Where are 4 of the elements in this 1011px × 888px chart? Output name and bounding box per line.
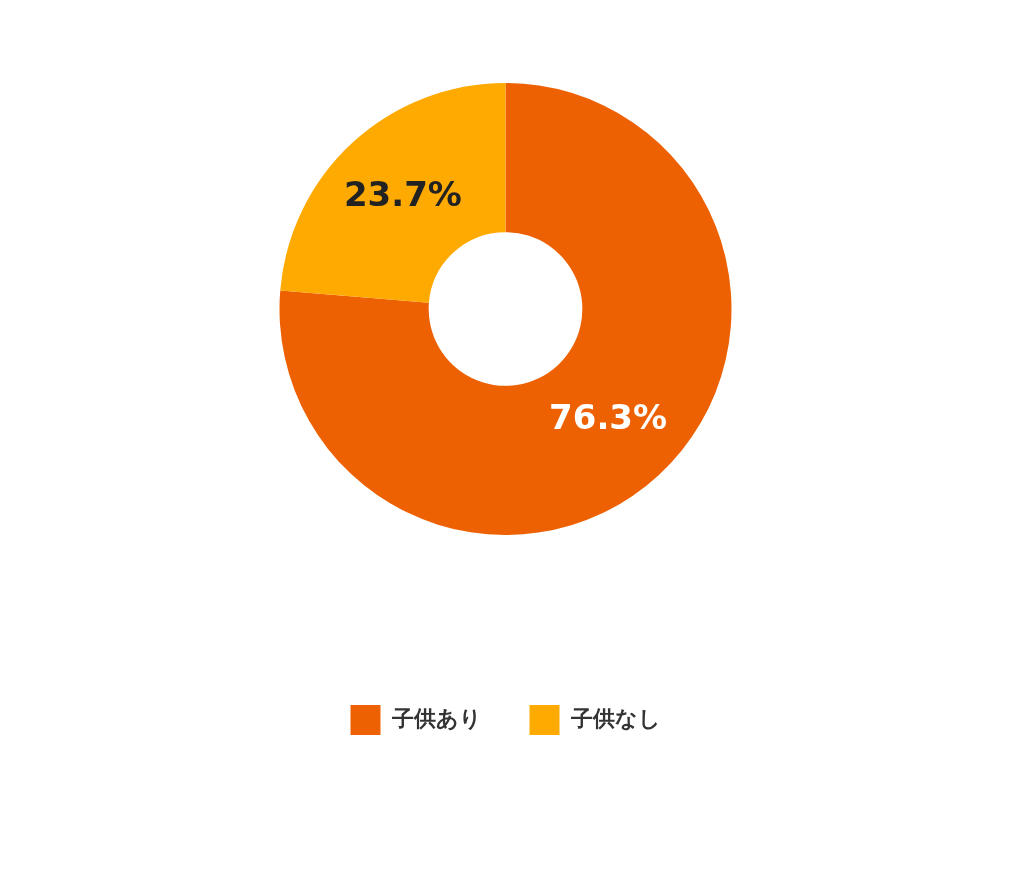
data-label: 76.3% <box>549 397 668 438</box>
legend-label: 子供なし <box>569 705 661 731</box>
legend-label: 子供あり <box>390 705 482 731</box>
data-label: 23.7% <box>343 174 462 215</box>
